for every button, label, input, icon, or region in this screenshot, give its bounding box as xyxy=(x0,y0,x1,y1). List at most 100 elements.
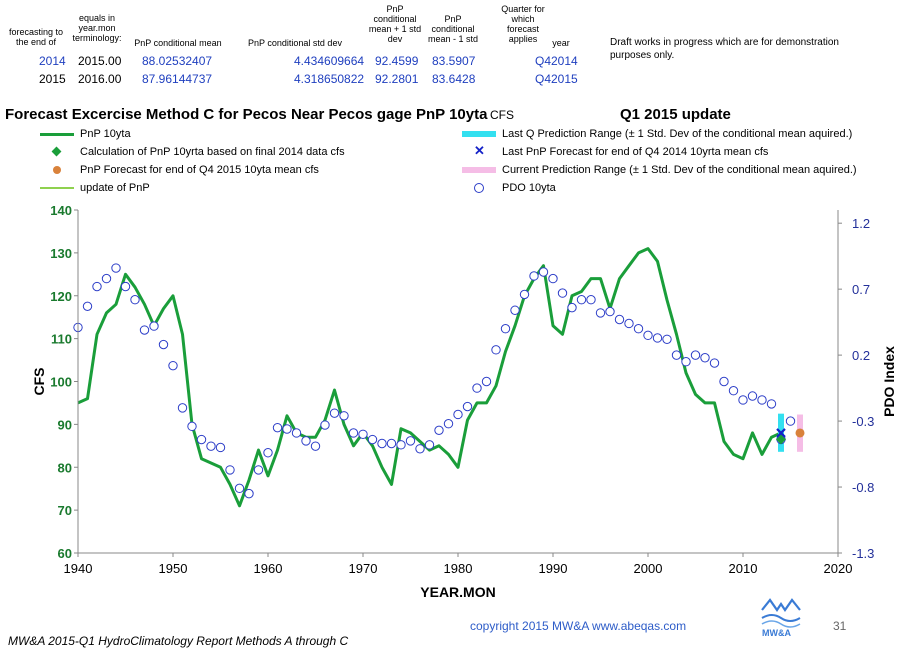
legend-item-currange: Current Prediction Range (± 1 Std. Dev o… xyxy=(462,164,857,176)
legend-item-lastrange: Last Q Prediction Range (± 1 Std. Dev of… xyxy=(462,128,852,140)
pdo-point xyxy=(396,440,406,450)
y-axis-label: CFS xyxy=(31,368,47,396)
y-tick-label: 130 xyxy=(50,246,72,261)
legend-label-pdo: PDO 10yta xyxy=(502,182,556,194)
chart-title: Forecast Excercise Method C for Pecos Ne… xyxy=(5,106,488,123)
legend-item-calc: Calculation of PnP 10yrta based on final… xyxy=(40,146,345,158)
y2-tick-label: 1.2 xyxy=(852,216,870,231)
pdo-point xyxy=(177,403,188,413)
pdo-point xyxy=(187,421,197,432)
pdo-point xyxy=(405,436,416,446)
footer-report: MW&A 2015-Q1 HydroClimatology Report Met… xyxy=(8,634,349,648)
pdo-point xyxy=(120,281,131,292)
draft-note: Draft works in progress which are for de… xyxy=(610,37,839,61)
header-forecasting: forecasting to the end of xyxy=(8,27,64,47)
pdo-point xyxy=(358,429,368,439)
update-label: Q1 2015 update xyxy=(620,106,731,123)
row1-yearmon: 2015.00 xyxy=(78,54,122,68)
pdo-point xyxy=(101,273,112,284)
row2-mean: 87.96144737 xyxy=(142,72,213,86)
y2-tick-label: 0.7 xyxy=(852,282,870,297)
pdo-point xyxy=(567,302,577,313)
pdo-point xyxy=(453,409,463,420)
row2-minus: 83.6428 xyxy=(432,72,476,86)
logo-wave-icon xyxy=(761,598,801,628)
pdo-point xyxy=(386,438,397,449)
forecast-2015-point xyxy=(795,428,805,438)
chart-unit: CFS xyxy=(490,108,514,122)
header-mean: PnP conditional mean xyxy=(134,38,222,48)
row1-end: 2014 xyxy=(39,54,66,68)
pdo-point xyxy=(130,295,140,305)
pdo-point xyxy=(548,273,558,284)
legend-line-pnp xyxy=(40,128,74,140)
pdo-point xyxy=(491,345,501,355)
pdo-point xyxy=(595,308,606,318)
pdo-point xyxy=(538,267,549,277)
last-forecast-point xyxy=(776,428,786,438)
legend-line-update xyxy=(40,182,74,194)
row2-std: 4.318650822 xyxy=(294,72,365,86)
y-tick-label: 70 xyxy=(58,503,72,518)
pdo-point xyxy=(434,425,444,436)
pdo-point xyxy=(329,408,340,418)
pdo-point xyxy=(643,330,653,341)
pdo-point xyxy=(320,420,330,430)
legend-label-update: update of PnP xyxy=(80,182,150,194)
y-tick-label: 60 xyxy=(58,546,72,561)
pdo-point xyxy=(244,488,254,499)
pdo-point xyxy=(633,324,644,334)
legend-bar-lastrange xyxy=(462,128,496,140)
pdo-point xyxy=(709,358,720,368)
pdo-point xyxy=(671,350,682,360)
pdo-point xyxy=(728,386,739,396)
legend-label-forecast: PnP Forecast for end of Q4 2015 10yta me… xyxy=(80,164,319,176)
x-tick-label: 1990 xyxy=(539,561,568,576)
pdo-point xyxy=(700,353,710,363)
x-axis-label: YEAR.MON xyxy=(420,584,495,600)
pdo-point xyxy=(462,401,473,412)
pdo-point xyxy=(348,428,359,438)
pdo-point xyxy=(681,357,691,367)
legend-label-currange: Current Prediction Range (± 1 Std. Dev o… xyxy=(502,164,857,176)
pdo-point xyxy=(215,442,226,453)
row1-minus: 83.5907 xyxy=(432,54,476,68)
pdo-point xyxy=(766,399,777,409)
x-tick-label: 2020 xyxy=(824,561,853,576)
legend-dot-icon xyxy=(40,164,74,176)
pdo-point xyxy=(339,411,349,421)
row2-end: 2015 xyxy=(39,72,66,86)
row1-quarter: Q42014 xyxy=(535,54,578,68)
y2-tick-label: -1.3 xyxy=(852,546,874,561)
header-year: year xyxy=(552,38,570,48)
y-tick-label: 80 xyxy=(58,460,72,475)
pdo-point xyxy=(719,376,729,387)
legend-item-lastforecast: ✕ Last PnP Forecast for end of Q4 2014 1… xyxy=(462,143,768,158)
row1-std: 4.434609664 xyxy=(294,54,365,68)
pdo-point xyxy=(196,434,207,445)
pdo-point xyxy=(310,441,321,451)
row1-mean: 88.02532407 xyxy=(142,54,213,68)
pdo-point xyxy=(377,438,387,449)
footer-copyright: copyright 2015 MW&A www.abeqas.com xyxy=(470,619,687,633)
pdo-point xyxy=(443,419,454,429)
pdo-point xyxy=(519,289,530,300)
x-tick-label: 1960 xyxy=(254,561,283,576)
pdo-point xyxy=(510,305,520,315)
y-tick-label: 140 xyxy=(50,203,72,218)
pdo-point xyxy=(149,321,159,331)
pdo-point xyxy=(225,465,235,475)
legend-bar-currange xyxy=(462,164,496,176)
y2-tick-label: -0.8 xyxy=(852,480,874,495)
pdo-point xyxy=(605,306,615,317)
pdo-point xyxy=(481,376,492,387)
pdo-point xyxy=(586,295,596,305)
row1-plus: 92.4599 xyxy=(375,54,419,68)
pdo-point xyxy=(576,295,587,305)
mwa-logo: MW&A xyxy=(758,596,804,642)
pdo-point xyxy=(529,271,539,281)
pdo-point xyxy=(301,436,311,446)
x-tick-label: 2000 xyxy=(634,561,663,576)
pdo-point xyxy=(82,301,93,312)
